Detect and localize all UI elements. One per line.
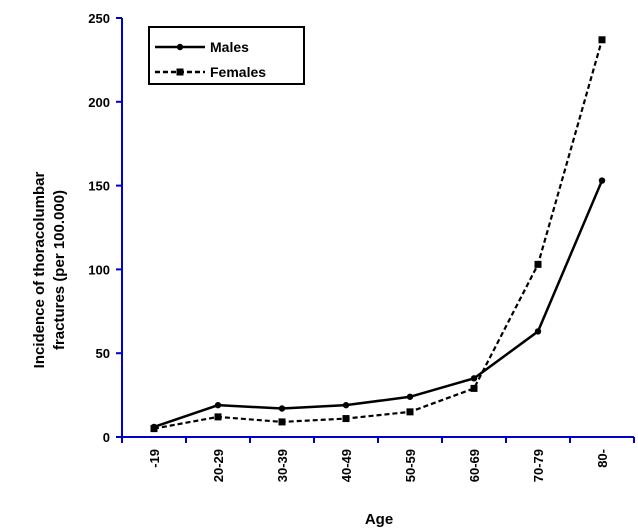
series-line-males (153, 180, 604, 429)
data-point-females (598, 36, 606, 44)
y-axis-title-line-2: fractures (per 100.000) (51, 190, 68, 350)
data-point-females (470, 384, 478, 392)
x-tick-label: 30-39 (275, 449, 290, 482)
y-axis-title-line-1: Incidence of thoracolumbar (31, 171, 48, 368)
y-tick-label: 100 (88, 262, 110, 277)
data-point-males (470, 375, 478, 382)
series-line-females (153, 39, 604, 430)
legend-label-males: Males (210, 39, 249, 55)
data-point-males (598, 177, 606, 184)
x-tick-label: -19 (147, 449, 162, 468)
series-layer (150, 36, 606, 433)
y-tick-label: 0 (103, 430, 110, 445)
x-tick-label: 50-59 (403, 449, 418, 482)
x-tick-label: 80- (595, 449, 610, 468)
y-tick-label: 200 (88, 95, 110, 110)
x-tick-label: 60-69 (467, 449, 482, 482)
data-point-males (214, 401, 222, 409)
data-point-females (150, 425, 158, 433)
x-tick-label: 40-49 (339, 449, 354, 482)
data-point-females (214, 413, 222, 421)
data-point-males (278, 405, 286, 412)
y-axis-ticks: 0 50 100 150 200 250 (88, 11, 122, 445)
legend-box (148, 26, 305, 85)
data-point-females (342, 415, 350, 423)
legend-marker-females (176, 68, 184, 76)
data-point-females (406, 408, 414, 416)
legend: Males Females (148, 26, 305, 85)
legend-marker-males (176, 43, 184, 51)
y-tick-label: 50 (96, 346, 110, 361)
data-point-females (534, 260, 542, 268)
x-tick-label: 20-29 (211, 449, 226, 482)
series-females (150, 36, 606, 433)
data-point-males (406, 393, 414, 400)
data-point-females (278, 418, 286, 426)
data-point-males (534, 328, 542, 335)
series-males (150, 177, 606, 431)
legend-label-females: Females (210, 64, 266, 80)
data-point-males (342, 401, 350, 409)
x-tick-label: 70-79 (531, 449, 546, 482)
x-axis-title: Age (365, 511, 393, 528)
x-axis-ticks: -19 20-29 30-39 40-49 50-59 60-69 70-79 80- (121, 437, 635, 482)
y-tick-label: 150 (88, 179, 110, 194)
y-tick-label: 250 (88, 11, 110, 26)
